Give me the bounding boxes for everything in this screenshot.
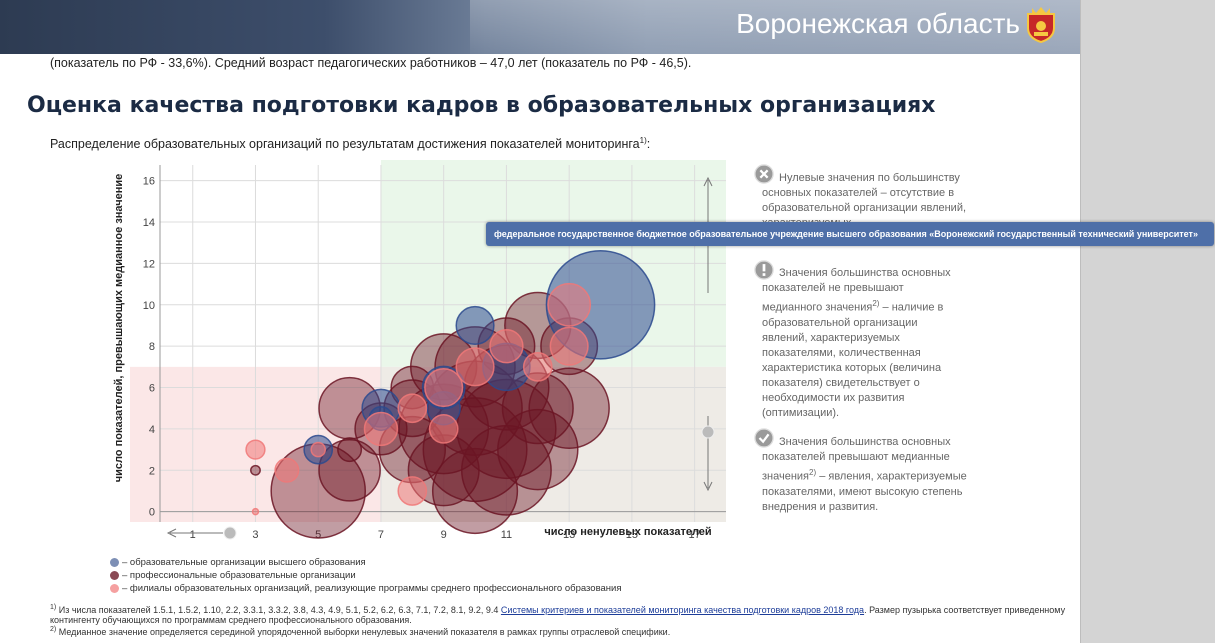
bubble-point xyxy=(310,441,327,458)
bubble-point xyxy=(250,464,261,476)
note-above-median: Значения большинства основных показателе… xyxy=(762,435,987,515)
y-tick-label: 2 xyxy=(149,465,155,477)
bubble-point xyxy=(337,437,363,463)
legend-item-branches[interactable]: – филиалы образовательных организаций, р… xyxy=(110,582,622,595)
bubble-point xyxy=(455,305,495,346)
legend-label-branches: – филиалы образовательных организаций, р… xyxy=(122,583,622,594)
footnotes: 1) Из числа показателей 1.5.1, 1.5.2, 1.… xyxy=(50,603,1080,637)
footnote-1-text-b: . Размер пузырька соответствует приведен… xyxy=(50,605,1066,625)
x-tick-label: 11 xyxy=(501,529,512,541)
x-tick-label: 5 xyxy=(315,529,321,541)
footnote-1: 1) Из числа показателей 1.5.1, 1.5.2, 1.… xyxy=(50,603,1080,625)
x-tick-label: 1 xyxy=(190,529,196,541)
bubble-point xyxy=(424,367,464,408)
note-zero-values: Нулевые значения по большинству основных… xyxy=(762,171,977,224)
footnote-1-marker: 1) xyxy=(50,604,57,611)
bubble-point xyxy=(428,414,459,444)
y-tick-label: 10 xyxy=(143,300,155,312)
zero-values-marker-icon xyxy=(223,526,237,540)
page-content: Воронежская область (показатель по РФ - … xyxy=(0,0,1080,643)
right-gray-panel xyxy=(1080,0,1215,643)
y-tick-label: 0 xyxy=(149,507,155,519)
legend-dot-higher xyxy=(110,558,119,567)
note-above-text-a: Значения большинства основных показателе… xyxy=(762,436,951,483)
x-tick-label: 15 xyxy=(626,529,638,541)
bubble-point xyxy=(549,326,589,366)
footnote-1-text-a: Из числа показателей 1.5.1, 1.5.2, 1.10,… xyxy=(56,605,501,615)
section-title: Оценка качества подготовки кадров в обра… xyxy=(27,93,936,118)
chart-subtitle: Распределение образовательных организаци… xyxy=(50,136,650,151)
subtitle-text: Распределение образовательных организаци… xyxy=(50,137,640,152)
x-tick-label: 3 xyxy=(252,529,258,541)
bubble-point xyxy=(528,367,610,449)
below-median-icon xyxy=(754,260,774,280)
note-below-text-b: – наличие в образовательной организации … xyxy=(762,301,944,419)
footnote-2-text: Медианное значение определяется середино… xyxy=(56,627,671,637)
bubble-point xyxy=(397,393,428,424)
bubble-point xyxy=(363,411,399,447)
y-axis-label: число показателей, превышающих медианное… xyxy=(113,174,125,483)
y-tick-label: 14 xyxy=(143,217,155,229)
coat-of-arms-icon xyxy=(1027,7,1055,44)
note-zero-text: Нулевые значения по большинству основных… xyxy=(762,172,967,224)
note-below-text-a: Значения большинства основных показателе… xyxy=(762,267,951,314)
arrow-up-head xyxy=(703,176,713,187)
subtitle-footnote-ref[interactable]: 1) xyxy=(639,136,647,145)
footnote-2-marker: 2) xyxy=(50,626,57,633)
above-median-icon xyxy=(754,428,774,448)
legend-label-higher: – образовательные организации высшего об… xyxy=(122,557,366,568)
y-tick-label: 4 xyxy=(149,424,155,436)
bubble-point xyxy=(547,282,592,327)
bubble-point xyxy=(251,507,260,516)
y-tick-label: 8 xyxy=(149,341,155,353)
footnote-2: 2) Медианное значение определяется серед… xyxy=(50,625,1080,637)
chart-legend: – образовательные организации высшего об… xyxy=(110,556,622,595)
subtitle-suffix: : xyxy=(646,137,651,152)
legend-dot-branches xyxy=(110,584,119,593)
header-shine xyxy=(470,0,1080,54)
note-below-sup: 2) xyxy=(872,299,880,308)
bubble-point xyxy=(274,457,300,483)
bubble-point xyxy=(455,347,495,387)
legend-label-professional: – профессиональные образовательные орган… xyxy=(122,570,356,581)
legend-item-higher[interactable]: – образовательные организации высшего об… xyxy=(110,556,622,569)
legend-dot-professional xyxy=(110,571,119,580)
bubble-chart: 0 2 4 6 8 10 12 14 16 1 3 5 7 9 11 13 15 17 число ненулевы… xyxy=(108,158,728,548)
bubble-point xyxy=(522,351,553,382)
x-tick-label: 13 xyxy=(563,529,575,541)
x-axis-label: число ненулевых показателей xyxy=(544,526,711,538)
bubble-point xyxy=(245,439,266,460)
x-tick-label: 17 xyxy=(689,529,701,541)
note-above-sup: 2) xyxy=(809,468,817,477)
bubble-point xyxy=(431,447,519,535)
bubble-point xyxy=(489,328,524,364)
region-title: Воронежская область xyxy=(736,8,1020,39)
zero-values-icon xyxy=(754,164,774,184)
y-tick-label: 6 xyxy=(149,383,155,395)
below-median-marker-icon xyxy=(701,425,715,439)
bubble-point xyxy=(497,408,579,491)
arrow-left-head xyxy=(166,528,177,538)
bubble-tooltip: федеральное государственное бюджетное об… xyxy=(486,222,1214,246)
x-tick-label: 9 xyxy=(441,529,447,541)
x-tick-label: 7 xyxy=(378,529,384,541)
bubble-point xyxy=(397,476,428,506)
bubble-point xyxy=(318,438,381,502)
note-above-text-b: – явления, характеризуемые показателями,… xyxy=(762,470,967,513)
criteria-system-link[interactable]: Системы критериев и показателей монитори… xyxy=(500,605,865,615)
legend-item-professional[interactable]: – профессиональные образовательные орган… xyxy=(110,569,622,582)
arrow-down-head xyxy=(703,481,713,492)
note-below-median: Значения большинства основных показателе… xyxy=(762,266,962,421)
intro-text: (показатель по РФ - 33,6%). Средний возр… xyxy=(50,56,692,70)
y-tick-label: 16 xyxy=(143,176,155,188)
region-header: Воронежская область xyxy=(0,0,1080,54)
y-tick-label: 12 xyxy=(143,258,155,270)
